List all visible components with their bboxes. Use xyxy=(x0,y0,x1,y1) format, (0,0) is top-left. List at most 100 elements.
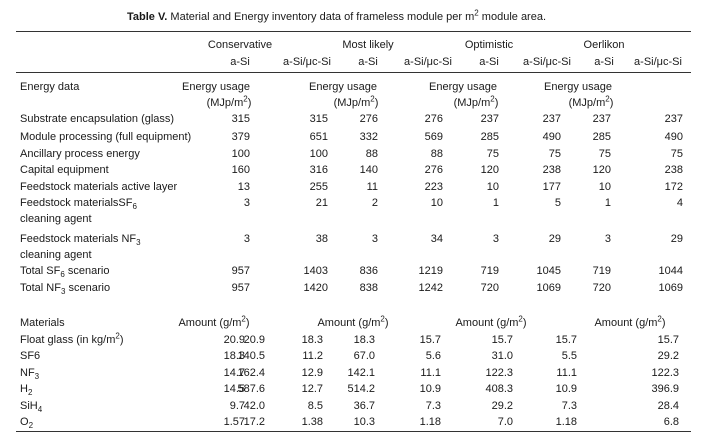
row-label-continued: cleaning agent xyxy=(20,213,92,225)
table-cell: 7.3 xyxy=(425,400,441,412)
table-cell: 21 xyxy=(315,197,328,209)
table-cell: 15.7 xyxy=(419,334,441,346)
table-cell: 10 xyxy=(430,197,443,209)
table-cell: 1 xyxy=(492,197,499,209)
table-cell: 1.18 xyxy=(555,416,577,428)
table-cell: 67.0 xyxy=(353,350,375,362)
table-cell: 3 xyxy=(604,233,611,245)
table-cell: 1.18 xyxy=(419,416,441,428)
table-cell: 9.7 xyxy=(229,400,245,412)
table-cell: 75 xyxy=(486,148,499,160)
row-label: Feedstock materialsSF6 xyxy=(20,197,137,212)
table-cell: 651 xyxy=(309,131,328,143)
table-cell: 315 xyxy=(231,113,250,125)
header-rule xyxy=(16,72,691,73)
table-cell: 1403 xyxy=(303,265,328,277)
table-cell: 719 xyxy=(480,265,499,277)
table-cell: 75 xyxy=(670,148,683,160)
amount-header: Amount (g/m2) xyxy=(455,314,527,329)
table-cell: 29 xyxy=(670,233,683,245)
table-cell: 237 xyxy=(664,113,683,125)
column-group-header: Optimistic xyxy=(464,39,514,51)
table-cell: 140.5 xyxy=(237,350,265,362)
table-cell: 177 xyxy=(542,181,561,193)
amount-header: Amount (g/m2) xyxy=(594,314,666,329)
table-cell: 720 xyxy=(592,282,611,294)
table-cell: 1.57 xyxy=(223,416,245,428)
row-label-continued: cleaning agent xyxy=(20,249,92,261)
energy-section-label: Energy data xyxy=(20,81,80,93)
energy-usage-unit: (MJp/m2) xyxy=(453,94,499,109)
materials-section-label: Materials xyxy=(20,317,65,329)
table-cell: 11 xyxy=(366,181,378,193)
table-cell: 36.7 xyxy=(353,400,375,412)
row-label: Capital equipment xyxy=(20,164,109,176)
row-label: Feedstock materials NF3 xyxy=(20,233,141,248)
row-label: H2 xyxy=(20,383,33,398)
column-subheader: a-Si/μc-Si xyxy=(634,56,682,68)
table-cell: 237 xyxy=(480,113,499,125)
table-cell: 238 xyxy=(542,164,561,176)
row-label: Substrate encapsulation (glass) xyxy=(20,113,175,125)
table-cell: 3 xyxy=(243,197,250,209)
row-label: NF3 xyxy=(20,367,40,382)
row-label: Feedstock materials active layer xyxy=(20,181,178,193)
table-cell: 42.0 xyxy=(243,400,265,412)
table-cell: 237 xyxy=(592,113,611,125)
table-cell: 28.4 xyxy=(657,400,679,412)
table-cell: 8.5 xyxy=(307,400,323,412)
energy-usage-unit: (MJp/m2) xyxy=(568,94,614,109)
table-cell: 255 xyxy=(309,181,328,193)
table-cell: 29 xyxy=(548,233,561,245)
table-cell: 172 xyxy=(664,181,683,193)
row-label: SiH4 xyxy=(20,400,43,415)
row-label: SF6 xyxy=(20,350,41,362)
table-cell: 276 xyxy=(424,113,443,125)
column-subheader: a-Si/μc-Si xyxy=(523,56,571,68)
table-cell: 957 xyxy=(231,265,250,277)
table-cell: 1242 xyxy=(418,282,443,294)
table-cell: 100 xyxy=(231,148,250,160)
row-label: O2 xyxy=(20,416,34,431)
table-cell: 31.0 xyxy=(491,350,513,362)
table-cell: 18.3 xyxy=(301,334,323,346)
amount-header: Amount (g/m2) xyxy=(317,314,389,329)
table-cell: 18.3 xyxy=(223,350,245,362)
amount-header: Amount (g/m2) xyxy=(178,314,250,329)
table-cell: 10.9 xyxy=(419,383,441,395)
energy-usage-label: Energy usage xyxy=(182,81,250,93)
table-cell: 1 xyxy=(604,197,611,209)
table-cell: 276 xyxy=(424,164,443,176)
energy-usage-label: Energy usage xyxy=(309,81,377,93)
energy-usage-unit: (MJp/m2) xyxy=(206,94,252,109)
column-group-header: Oerlikon xyxy=(583,39,625,51)
table-cell: 7.0 xyxy=(497,416,513,428)
column-subheader: a-Si xyxy=(230,56,250,68)
table-cell: 1219 xyxy=(418,265,443,277)
table-cell: 6.8 xyxy=(663,416,679,428)
table-cell: 14.7 xyxy=(223,367,245,379)
column-group-header: Conservative xyxy=(207,39,273,51)
table-cell: 20.9 xyxy=(223,334,245,346)
table-cell: 490 xyxy=(664,131,683,143)
table-cell: 1069 xyxy=(658,282,683,294)
table-cell: 14.5 xyxy=(223,383,245,395)
table-cell: 11.1 xyxy=(556,367,577,379)
table-cell: 587.6 xyxy=(237,383,265,395)
table-cell: 720 xyxy=(480,282,499,294)
table-cell: 122.3 xyxy=(651,367,679,379)
table-cell: 88 xyxy=(365,148,378,160)
column-subheader: a-Si xyxy=(358,56,378,68)
table-cell: 1044 xyxy=(658,265,683,277)
table-label: Table V. xyxy=(127,11,168,23)
energy-usage-unit: (MJp/m2) xyxy=(333,94,379,109)
table-cell: 10 xyxy=(486,181,499,193)
table-cell: 11.1 xyxy=(420,367,441,379)
table-cell: 408.3 xyxy=(485,383,513,395)
table-cell: 29.2 xyxy=(491,400,513,412)
table-cell: 316 xyxy=(309,164,328,176)
column-subheader: a-Si xyxy=(594,56,614,68)
table-cell: 10.3 xyxy=(353,416,375,428)
table-cell: 3 xyxy=(371,233,378,245)
table-cell: 34 xyxy=(430,233,443,245)
